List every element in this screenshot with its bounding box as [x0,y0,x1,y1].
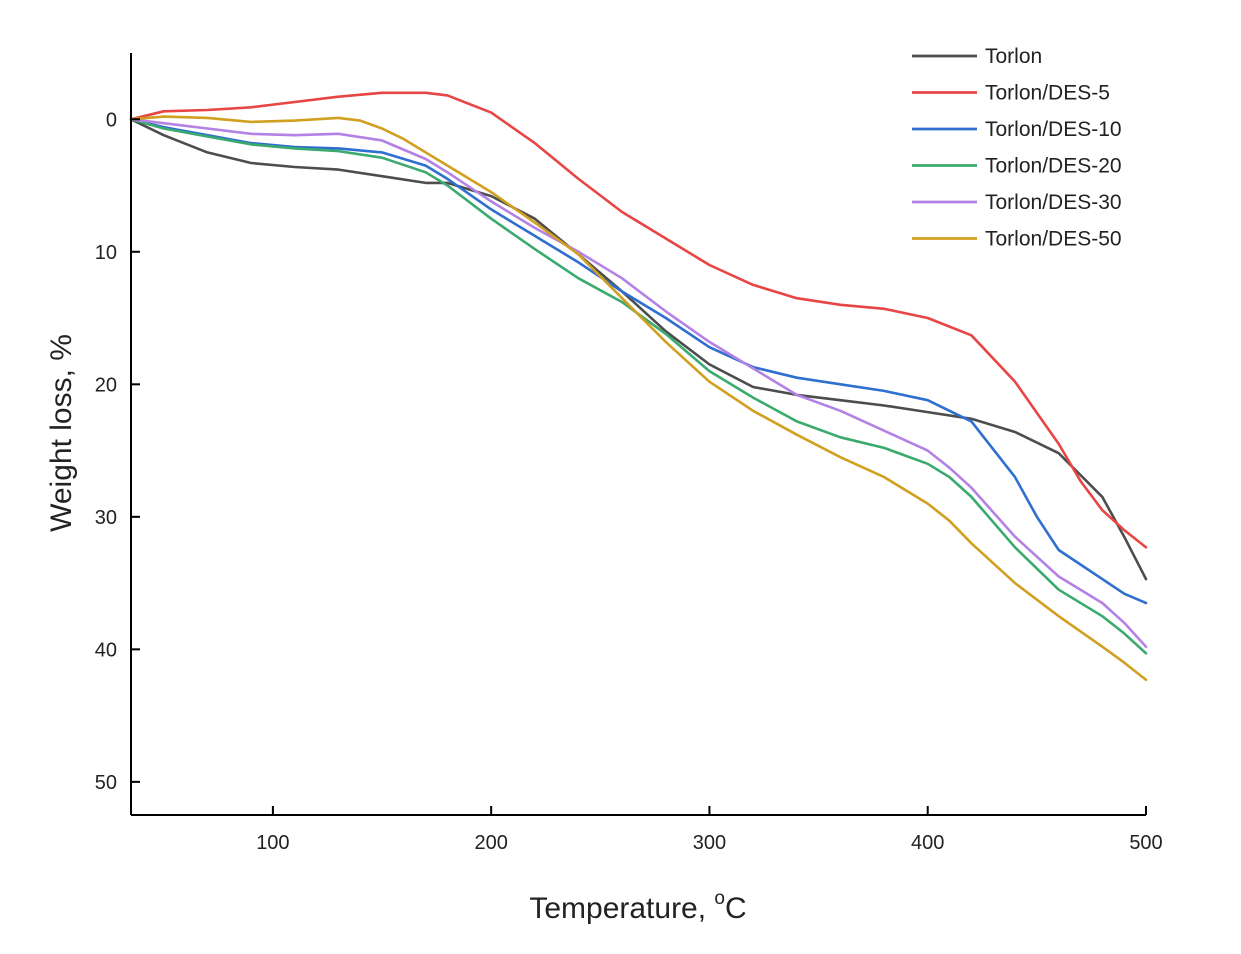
x-axis-title: Temperature, oC [529,888,746,925]
x-axis-title-text: Temperature, [529,892,714,925]
series-layer [129,91,1148,682]
legend-label: Torlon/DES-50 [985,228,1122,251]
y-tick-label: 0 [106,109,117,131]
x-ticks: 100 200 300 400 500 [256,806,1163,854]
legend-label: Torlon/DES-20 [985,155,1122,178]
x-tick-label: 200 [474,832,507,854]
axes-layer [130,53,1146,816]
series-line-4 [129,118,1148,649]
legend-label: Torlon/DES-5 [985,82,1110,105]
x-tick-label: 400 [911,832,944,854]
series-line-3 [129,118,1148,655]
y-tick-label: 50 [95,772,117,794]
y-tick-label: 10 [95,242,117,264]
x-axis-title-superscript: o [714,888,725,909]
x-axis-title-unit: C [725,892,747,925]
x-tick-label: 300 [693,832,726,854]
series-line-1 [129,91,1148,549]
legend-label: Torlon/DES-10 [985,118,1122,141]
x-tick-label: 500 [1129,832,1162,854]
series-line-2 [129,118,1148,605]
legend-label: Torlon/DES-30 [985,191,1122,214]
series-line-5 [129,115,1148,682]
legend: Torlon Torlon/DES-5 Torlon/DES-10 Torlon/DE… [912,45,1122,251]
y-tick-label: 40 [95,639,117,661]
y-tick-label: 30 [95,507,117,529]
series-line-0 [129,118,1148,581]
legend-label: Torlon [985,45,1042,68]
y-tick-label: 20 [95,374,117,396]
x-tick-label: 100 [256,832,289,854]
y-ticks: 0 10 20 30 40 50 [95,109,140,794]
y-axis-title: Weight loss, % [45,334,78,532]
